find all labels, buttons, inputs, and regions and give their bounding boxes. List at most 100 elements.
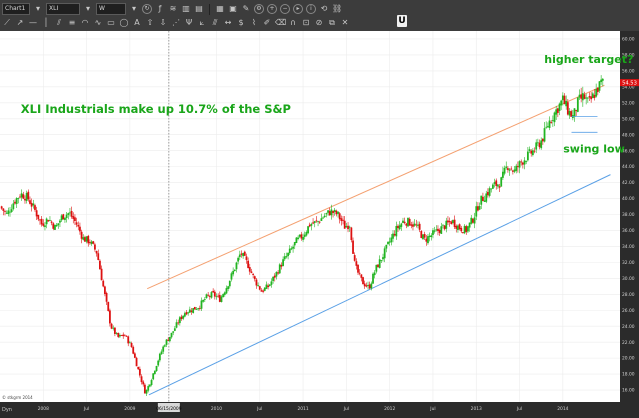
cycle-icon[interactable]: ∿ <box>94 18 102 27</box>
gann-fan-icon[interactable]: ⋰ <box>172 18 180 27</box>
candle-body <box>338 213 341 220</box>
lock-drawings-icon[interactable]: ⊡ <box>302 18 310 27</box>
candle-body <box>282 259 284 266</box>
footer-dyn-label: Dyn <box>2 407 12 413</box>
chart-toolbar: Chart1 ▾ XLI ▾ W ▾ ↻ ƒ ≋ ▥ ▤ ▦ ▣ ✎ ⚙ + −… <box>0 0 639 32</box>
channel-icon[interactable]: ⫽ <box>57 18 61 27</box>
candle-body <box>237 257 240 262</box>
price-axis-tick-label: 42.00 <box>622 180 635 186</box>
channel-lines[interactable] <box>147 84 611 396</box>
time-axis-tick-label: 2014 <box>557 406 568 412</box>
info-icon[interactable]: i <box>306 4 316 14</box>
bar-style-icon[interactable]: ▤ <box>195 4 203 13</box>
template-icon[interactable]: ▣ <box>229 4 237 13</box>
pen-icon[interactable]: ✎ <box>242 4 250 13</box>
candle-body <box>84 237 86 242</box>
chart-menu-arrow-icon[interactable]: ▾ <box>35 4 40 13</box>
candle-body <box>240 253 243 255</box>
candle-body <box>153 370 156 374</box>
magnet-icon[interactable]: ∩ <box>290 18 296 27</box>
time-axis[interactable]: 2008 Jul 2009 06/15/2009 2010 Jul 2011 Jul 2012 J… <box>38 403 569 412</box>
candlestick-series <box>0 75 604 397</box>
chart-type-icon[interactable]: ▥ <box>182 4 190 13</box>
scroll-end-icon[interactable]: ▸ <box>293 4 303 14</box>
candle-body <box>452 220 454 224</box>
candle-body <box>157 360 160 366</box>
copy-drawing-icon[interactable]: ⧉ <box>329 18 335 27</box>
candle-body <box>97 253 100 260</box>
candle-body <box>218 295 221 302</box>
ray-icon[interactable]: ↗ <box>16 18 24 27</box>
speed-line-icon[interactable]: ⟀ <box>199 18 205 27</box>
time-axis-tick-label: Jul <box>516 406 522 412</box>
candle-body <box>177 322 180 324</box>
candle-body <box>178 317 181 324</box>
candle-body <box>295 237 298 244</box>
candle-body <box>9 211 11 213</box>
candle-body <box>195 309 198 310</box>
candle-body <box>130 343 133 348</box>
delete-drawing-icon[interactable]: ✕ <box>341 18 349 27</box>
polyline-icon[interactable]: ⌇ <box>252 18 256 27</box>
candle-body <box>553 112 556 123</box>
candle-body <box>0 206 3 209</box>
price-chart[interactable]: 2008 Jul 2009 06/15/2009 2010 Jul 2011 Jul 2012 J… <box>0 31 639 414</box>
link-icon[interactable]: ⛓ <box>332 4 343 13</box>
candle-body <box>420 230 423 238</box>
settings-icon[interactable]: ⚙ <box>254 4 264 14</box>
measure-icon[interactable]: ↔ <box>224 18 232 27</box>
candle-body <box>188 309 191 313</box>
user-drawing-toggle-button[interactable]: U <box>397 15 407 27</box>
horizontal-line-icon[interactable]: — <box>29 18 37 27</box>
candle-body <box>25 192 28 201</box>
eraser-icon[interactable]: ⌫ <box>275 18 287 27</box>
history-icon[interactable]: ⟲ <box>320 4 328 13</box>
candle-body <box>223 292 226 295</box>
candle-body <box>427 236 429 244</box>
candle-body <box>493 182 496 184</box>
chart-area[interactable]: 2008 Jul 2009 06/15/2009 2010 Jul 2011 Jul 2012 J… <box>0 31 639 414</box>
candle-body <box>247 260 250 268</box>
arrow-up-icon[interactable]: ⇧ <box>146 18 154 27</box>
trendline-icon[interactable]: ⟋ <box>4 18 10 27</box>
candle-body <box>580 94 583 99</box>
vertical-line-icon[interactable]: │ <box>43 18 49 27</box>
brush-icon[interactable]: ✐ <box>263 18 271 27</box>
candle-body <box>265 284 268 289</box>
swing-low-marks <box>571 115 598 133</box>
ellipse-icon[interactable]: ◯ <box>119 18 129 27</box>
candle-body <box>516 166 519 168</box>
candle-body <box>253 276 256 280</box>
candle-body <box>317 221 319 223</box>
candle-body <box>145 390 148 394</box>
grid-icon[interactable]: ▦ <box>216 4 224 13</box>
refresh-icon[interactable]: ↻ <box>142 4 152 14</box>
candle-body <box>112 327 115 329</box>
arrow-down-icon[interactable]: ⇩ <box>159 18 167 27</box>
fibonacci-icon[interactable]: ≡ <box>68 18 76 27</box>
candle-body <box>342 219 344 221</box>
symbol-input[interactable]: XLI <box>46 3 80 15</box>
price-axis[interactable]: 60.00 58.00 56.00 54.00 52.00 50.00 48.00 46.00… <box>622 37 635 394</box>
lower-channel-line[interactable] <box>148 174 611 396</box>
text-tool-icon[interactable]: A <box>134 18 140 27</box>
interval-dropdown-arrow-icon[interactable]: ▾ <box>131 4 136 13</box>
chart-name-field[interactable]: Chart1 <box>2 3 30 15</box>
arc-icon[interactable]: ◠ <box>81 18 89 27</box>
symbol-dropdown-arrow-icon[interactable]: ▾ <box>85 4 90 13</box>
hide-drawings-icon[interactable]: ⊘ <box>315 18 323 27</box>
zoom-in-icon[interactable]: + <box>267 4 277 14</box>
candle-body <box>412 224 414 227</box>
interval-select[interactable]: W <box>96 3 126 15</box>
indicator-icon[interactable]: ƒ <box>158 4 162 13</box>
candle-body <box>57 223 60 226</box>
rectangle-icon[interactable]: ▭ <box>107 18 115 27</box>
zoom-out-icon[interactable]: − <box>280 4 290 14</box>
price-label-icon[interactable]: $ <box>238 18 244 27</box>
candle-body <box>272 276 274 281</box>
andrews-pitchfork-icon[interactable]: Ψ <box>185 18 193 27</box>
regression-icon[interactable]: ⫻ <box>212 18 218 27</box>
upper-channel-line[interactable] <box>147 84 605 290</box>
compare-icon[interactable]: ≋ <box>169 4 177 13</box>
price-axis-background <box>620 31 639 402</box>
